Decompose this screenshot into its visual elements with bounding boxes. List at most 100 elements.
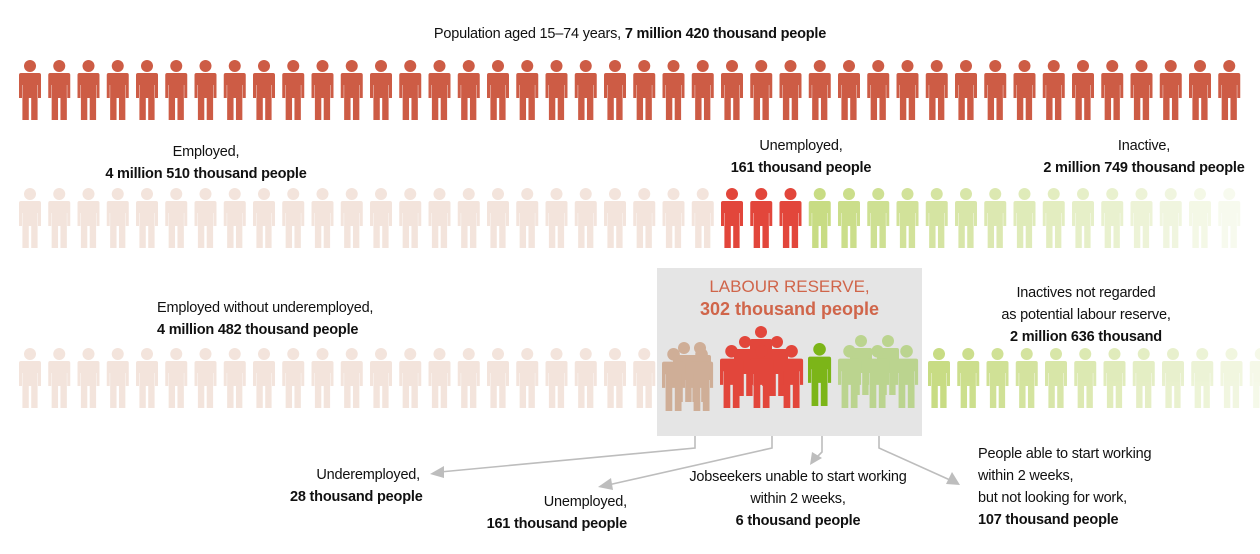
population-person — [545, 60, 568, 120]
employed-without-underemployed-person — [370, 348, 392, 408]
population-person — [574, 60, 597, 120]
jobseeker-person — [808, 343, 832, 406]
labour-reserve-title: LABOUR RESERVE, 302 thousand people — [657, 275, 922, 321]
inactive-person — [1130, 188, 1153, 248]
inactive-not-reserve-person — [986, 348, 1009, 408]
inactive-person — [925, 188, 948, 248]
employed-without-underemployed-person — [604, 348, 626, 408]
employed-person — [604, 188, 626, 248]
employed-person — [370, 188, 392, 248]
title-value: 7 million 420 thousand people — [624, 26, 827, 42]
employed-person — [311, 188, 334, 248]
employed-person — [340, 188, 363, 248]
inactive-not-reserve-person — [1132, 348, 1155, 408]
population-person — [691, 60, 714, 120]
employed-person — [194, 188, 217, 248]
employed-without-underemployed-person — [545, 348, 568, 408]
inactive-not-reserve-person — [1249, 348, 1260, 408]
population-person — [165, 60, 188, 120]
inactive-person — [984, 188, 1007, 248]
employed-person — [282, 188, 305, 248]
employed-person — [223, 188, 246, 248]
arrow-jobseekers — [810, 452, 822, 465]
employed-person — [136, 188, 158, 248]
unemployed-person — [750, 188, 773, 248]
population-person — [896, 60, 919, 120]
population-person — [311, 60, 334, 120]
population-person — [925, 60, 948, 120]
arrow-underemployed — [430, 466, 444, 478]
population-person — [662, 60, 685, 120]
employed-person — [457, 188, 480, 248]
employed-person — [662, 188, 685, 248]
population-person — [340, 60, 363, 120]
population-person — [1130, 60, 1153, 120]
employed-person — [574, 188, 597, 248]
employed-without-underemployed-person — [311, 348, 334, 408]
unemployed-person — [721, 188, 743, 248]
employed-without-underemployed-person — [428, 348, 451, 408]
employed-without-underemployed-person — [487, 348, 509, 408]
employed-person — [165, 188, 188, 248]
population-person — [428, 60, 451, 120]
employed-without-underemployed-person — [399, 348, 422, 408]
able-not-looking-label: People able to start working within 2 we… — [978, 446, 1152, 528]
arrow-able — [946, 472, 960, 485]
inactive-person — [1042, 188, 1065, 248]
employed-without-underemployed-person — [77, 348, 100, 408]
population-person — [487, 60, 509, 120]
employed-person — [19, 188, 41, 248]
employed-label: Employed, 4 million 510 thousand people — [105, 144, 307, 182]
population-person — [867, 60, 890, 120]
population-person — [194, 60, 217, 120]
page-title: Population aged 15–74 years, 7 million 4… — [0, 23, 1260, 45]
connector-jobseekers — [815, 436, 823, 459]
inactive-not-reserve-person — [1162, 348, 1184, 408]
population-person — [721, 60, 743, 120]
employed-without-underemployed-person — [194, 348, 217, 408]
inactive-not-reserve-person — [1103, 348, 1126, 408]
population-person — [1218, 60, 1241, 120]
employed-person — [633, 188, 656, 248]
labour-reserve-label: LABOUR RESERVE, — [709, 277, 870, 296]
inactive-person — [1013, 188, 1036, 248]
employed-without-underemployed-person — [457, 348, 480, 408]
population-person — [779, 60, 802, 120]
population-person — [1159, 60, 1182, 120]
population-person — [136, 60, 158, 120]
population-person — [808, 60, 831, 120]
population-person — [106, 60, 129, 120]
employed-without-underemployed-person — [223, 348, 246, 408]
population-person — [1072, 60, 1094, 120]
inactive-person — [838, 188, 860, 248]
population-person — [1042, 60, 1065, 120]
population-person — [370, 60, 392, 120]
inactive-label: Inactive, 2 million 749 thousand people — [1043, 138, 1245, 176]
population-person — [984, 60, 1007, 120]
reserve-unemployed-label: Unemployed, 161 thousand people — [486, 494, 628, 532]
inactive-person — [1101, 188, 1124, 248]
inactive-not-reserve-person — [1074, 348, 1097, 408]
employed-person — [106, 188, 129, 248]
employed-without-underemployed-person — [516, 348, 539, 408]
connector-underemployed — [439, 436, 696, 473]
employed-without-underemployed-person — [106, 348, 129, 408]
employed-person — [253, 188, 275, 248]
employed-person — [516, 188, 539, 248]
inactive-person — [896, 188, 919, 248]
population-person — [1189, 60, 1211, 120]
population-person — [223, 60, 246, 120]
population-person — [604, 60, 626, 120]
employed-without-underemployed-person — [574, 348, 597, 408]
status-row — [19, 188, 1241, 248]
connector-lines — [430, 436, 960, 490]
employed-person — [487, 188, 509, 248]
inactive-not-reserve-person — [1045, 348, 1067, 408]
inactive-person — [1159, 188, 1182, 248]
employed-without-underemployed-person — [136, 348, 158, 408]
employed-person — [77, 188, 100, 248]
connector-able — [878, 436, 951, 481]
inactive-not-reserve-person — [928, 348, 950, 408]
employed-without-underemployed-person — [165, 348, 188, 408]
